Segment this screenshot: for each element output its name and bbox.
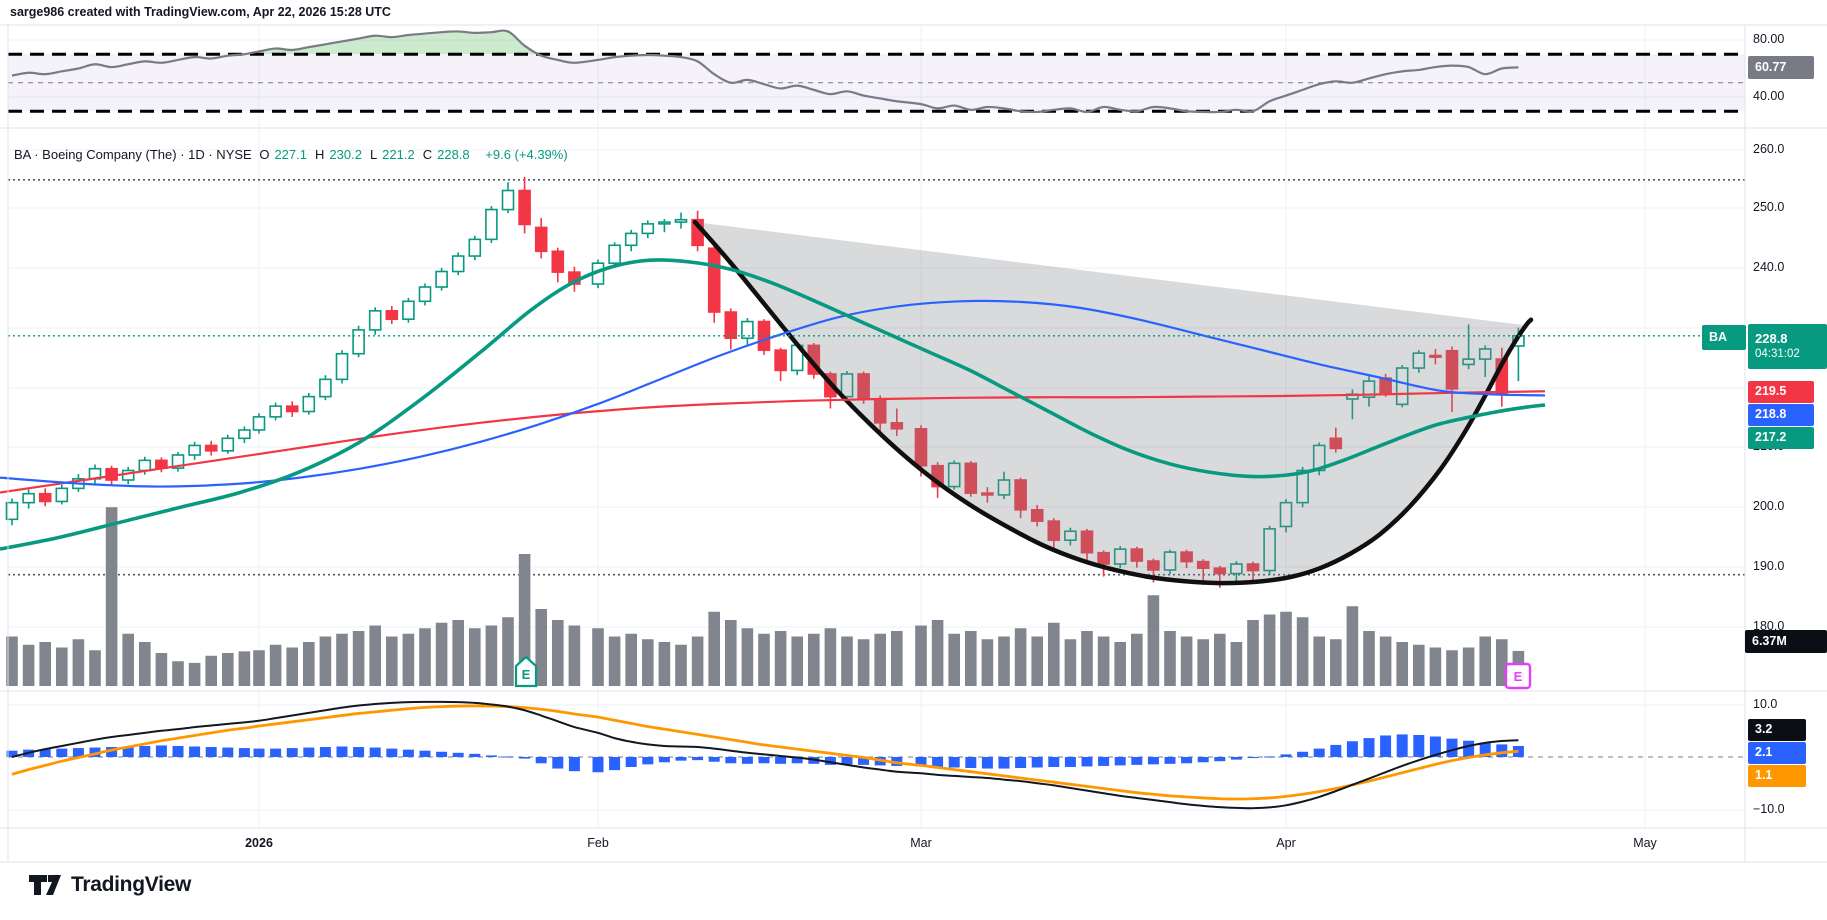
earnings-icon [514,655,538,688]
price-tick: 260.0 [1753,142,1785,156]
time-tick: Apr [1276,836,1296,850]
ema21-value: 217.2 [1748,427,1814,449]
symbol-title: BA · Boeing Company (The) · 1D · NYSE [14,147,252,162]
svg-text:E: E [1514,669,1523,684]
time-tick: Mar [910,836,932,850]
attribution-text: sarge986 created with TradingView.com, A… [10,5,391,19]
ohlc-field: L 221.2 [369,147,415,162]
cup-pattern[interactable] [692,219,1534,586]
rsi-value: 60.77 [1748,56,1814,79]
price-tick: 180.0 [1753,619,1785,633]
change-value: +9.6 (+4.39%) [485,147,568,162]
sma200-line [0,390,1546,494]
time-tick: 2026 [245,836,273,850]
macd-value: 3.2 [1748,719,1806,741]
sma200-value: 219.5 [1748,381,1814,403]
sma50-value: 218.8 [1748,404,1814,426]
macd-tick: 10.0 [1753,697,1778,711]
svg-text:E: E [522,667,531,682]
ohlc-field: C 228.8 [422,147,470,162]
time-tick: Feb [587,836,609,850]
price-tick: 240.0 [1753,260,1785,274]
symbol-chip: BA [1702,325,1746,350]
macd-tick: −10.0 [1753,802,1785,816]
tradingview-logo-text: TradingView [71,873,192,896]
sma50-line [0,299,1546,488]
rsi-tick: 80.00 [1753,32,1785,46]
tradingview-logo[interactable]: TradingView [28,870,191,900]
macd-line [11,700,1519,810]
ohlc-values: O 227.1 H 230.2 L 221.2 C 228.8 [259,147,477,162]
macd-pane [6,700,1745,810]
earnings-upcoming-icon [1504,662,1532,690]
ema21-line [0,258,1546,551]
last-price: 228.8 04:31:02 [1748,324,1827,369]
rsi-pane [8,29,1745,114]
signal-line [11,704,1519,801]
price-tick: 190.0 [1753,559,1785,573]
moving-averages [0,258,1546,551]
hist-value: 2.1 [1748,742,1806,764]
time-tick: May [1633,836,1657,850]
rsi-tick: 40.00 [1753,89,1785,103]
ohlc-field: O 227.1 [259,147,307,162]
price-tick: 250.0 [1753,200,1785,214]
pane-separators[interactable] [0,24,1827,863]
ohlc-field: H 230.2 [315,147,362,162]
price-tick: 200.0 [1753,499,1785,513]
signal-value: 1.1 [1748,765,1806,787]
tradingview-logo-icon [29,874,61,895]
volume-value: 6.37M [1745,630,1827,653]
volume-bars [6,507,1525,686]
